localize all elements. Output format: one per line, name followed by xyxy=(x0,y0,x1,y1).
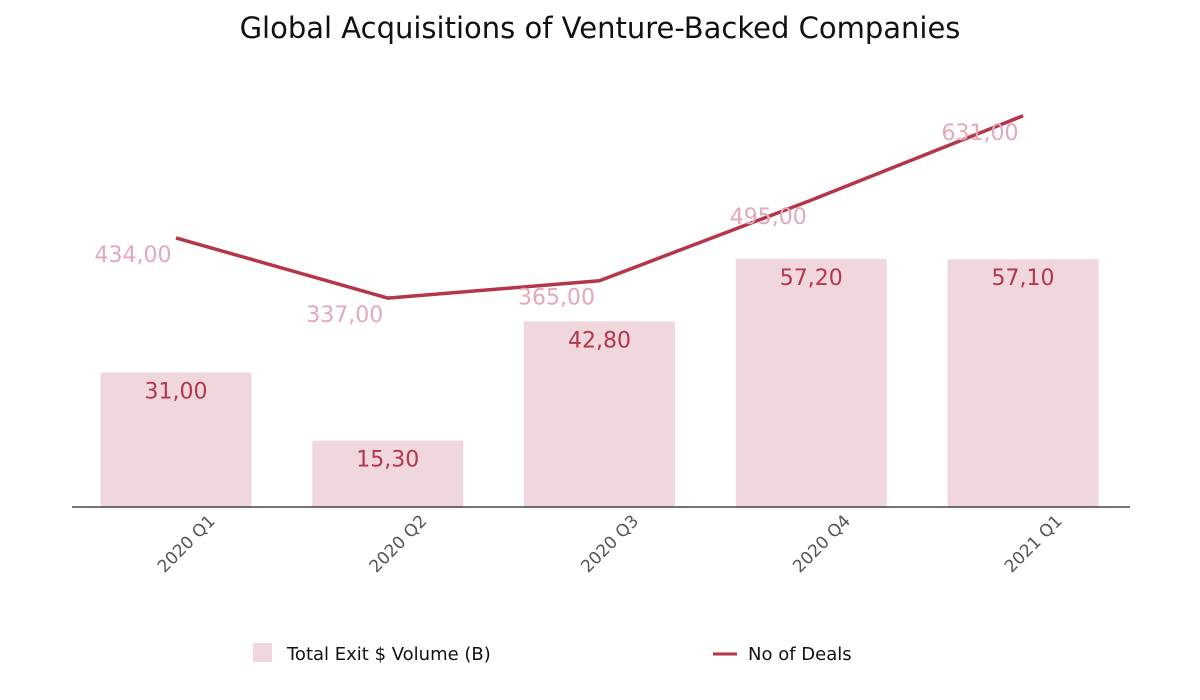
bar xyxy=(735,258,887,507)
legend: Total Exit $ Volume (B) No of Deals xyxy=(253,643,852,665)
chart-title: Global Acquisitions of Venture-Backed Co… xyxy=(240,11,961,45)
legend-swatch-volume xyxy=(253,643,272,662)
bar xyxy=(312,440,464,507)
x-tick-label: 2020 Q1 xyxy=(154,511,220,577)
bar-data-label: 57,20 xyxy=(780,266,843,291)
x-tick-label: 2021 Q1 xyxy=(1001,511,1067,577)
bar xyxy=(100,372,252,507)
bar xyxy=(524,321,675,507)
legend-label-deals: No of Deals xyxy=(748,644,852,665)
bar xyxy=(947,259,1099,507)
deals-line xyxy=(175,114,1024,300)
bar-data-label: 42,80 xyxy=(568,328,631,353)
bar-data-label: 15,30 xyxy=(356,448,419,473)
line-data-label: 631,00 xyxy=(942,121,1019,146)
x-tick-label: 2020 Q3 xyxy=(577,511,643,577)
line-data-label: 365,00 xyxy=(518,286,595,311)
bar-data-label: 31,00 xyxy=(145,379,208,404)
bar-data-label: 57,10 xyxy=(992,266,1055,291)
line-data-label: 495,00 xyxy=(730,205,807,230)
line-data-label: 337,00 xyxy=(306,303,383,328)
x-tick-label: 2020 Q4 xyxy=(789,511,855,577)
line-data-label: 434,00 xyxy=(95,243,172,268)
x-tick-label: 2020 Q2 xyxy=(366,511,432,577)
legend-label-volume: Total Exit $ Volume (B) xyxy=(286,644,491,665)
